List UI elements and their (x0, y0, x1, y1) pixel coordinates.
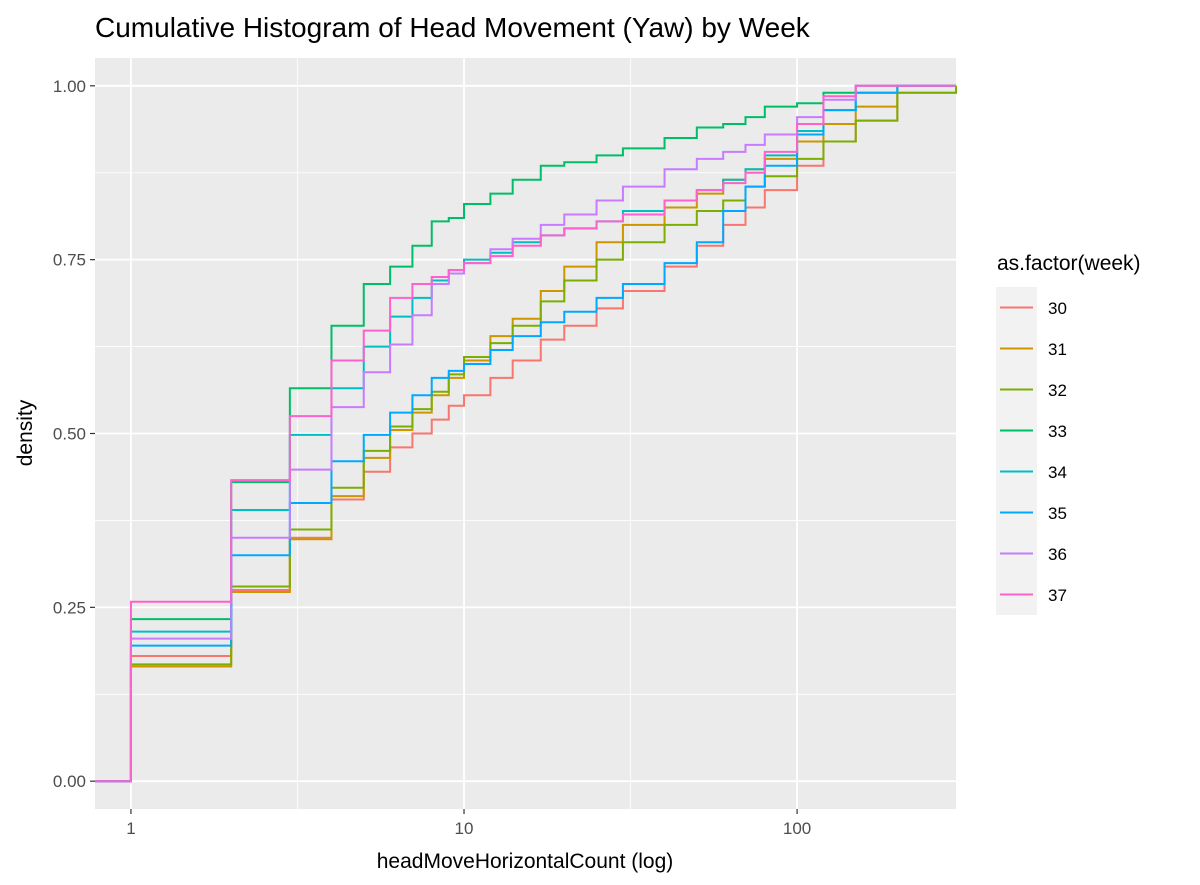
legend-label-week-35: 35 (1048, 504, 1067, 523)
y-tick-label: 0.50 (53, 425, 86, 444)
y-tick-label: 0.25 (53, 598, 86, 617)
legend-label-week-37: 37 (1048, 586, 1067, 605)
y-tick-label: 1.00 (53, 77, 86, 96)
legend-title: as.factor(week) (997, 252, 1141, 275)
x-tick-label: 100 (783, 819, 811, 838)
y-tick-label: 0.75 (53, 251, 86, 270)
legend-label-week-34: 34 (1048, 463, 1067, 482)
legend-items: 30 31 32 33 34 35 36 37 (996, 287, 1067, 615)
legend-label-week-32: 32 (1048, 381, 1067, 400)
x-tick-label: 1 (126, 819, 135, 838)
y-axis-title: density (14, 399, 37, 466)
x-axis: 1 10 100 (126, 809, 811, 838)
legend-label-week-30: 30 (1048, 299, 1067, 318)
series-line-week-35 (95, 84, 956, 783)
legend-label-week-36: 36 (1048, 545, 1067, 564)
series-line-week-32 (95, 85, 957, 783)
x-tick-label: 10 (455, 819, 474, 838)
legend-label-week-33: 33 (1048, 422, 1067, 441)
chart-title: Cumulative Histogram of Head Movement (Y… (95, 12, 811, 43)
major-gridlines (95, 58, 956, 809)
x-axis-title: headMoveHorizontalCount (log) (377, 850, 674, 873)
series-line-week-33 (95, 84, 956, 783)
series-lines (95, 84, 957, 783)
y-tick-label: 0.00 (53, 772, 86, 791)
legend-label-week-31: 31 (1048, 340, 1067, 359)
legend: as.factor(week) 30 31 32 33 34 35 36 37 (996, 252, 1141, 615)
y-axis: 0.00 0.25 0.50 0.75 1.00 (53, 77, 95, 791)
series-line-week-37 (95, 84, 956, 783)
series-line-week-30 (95, 85, 957, 783)
